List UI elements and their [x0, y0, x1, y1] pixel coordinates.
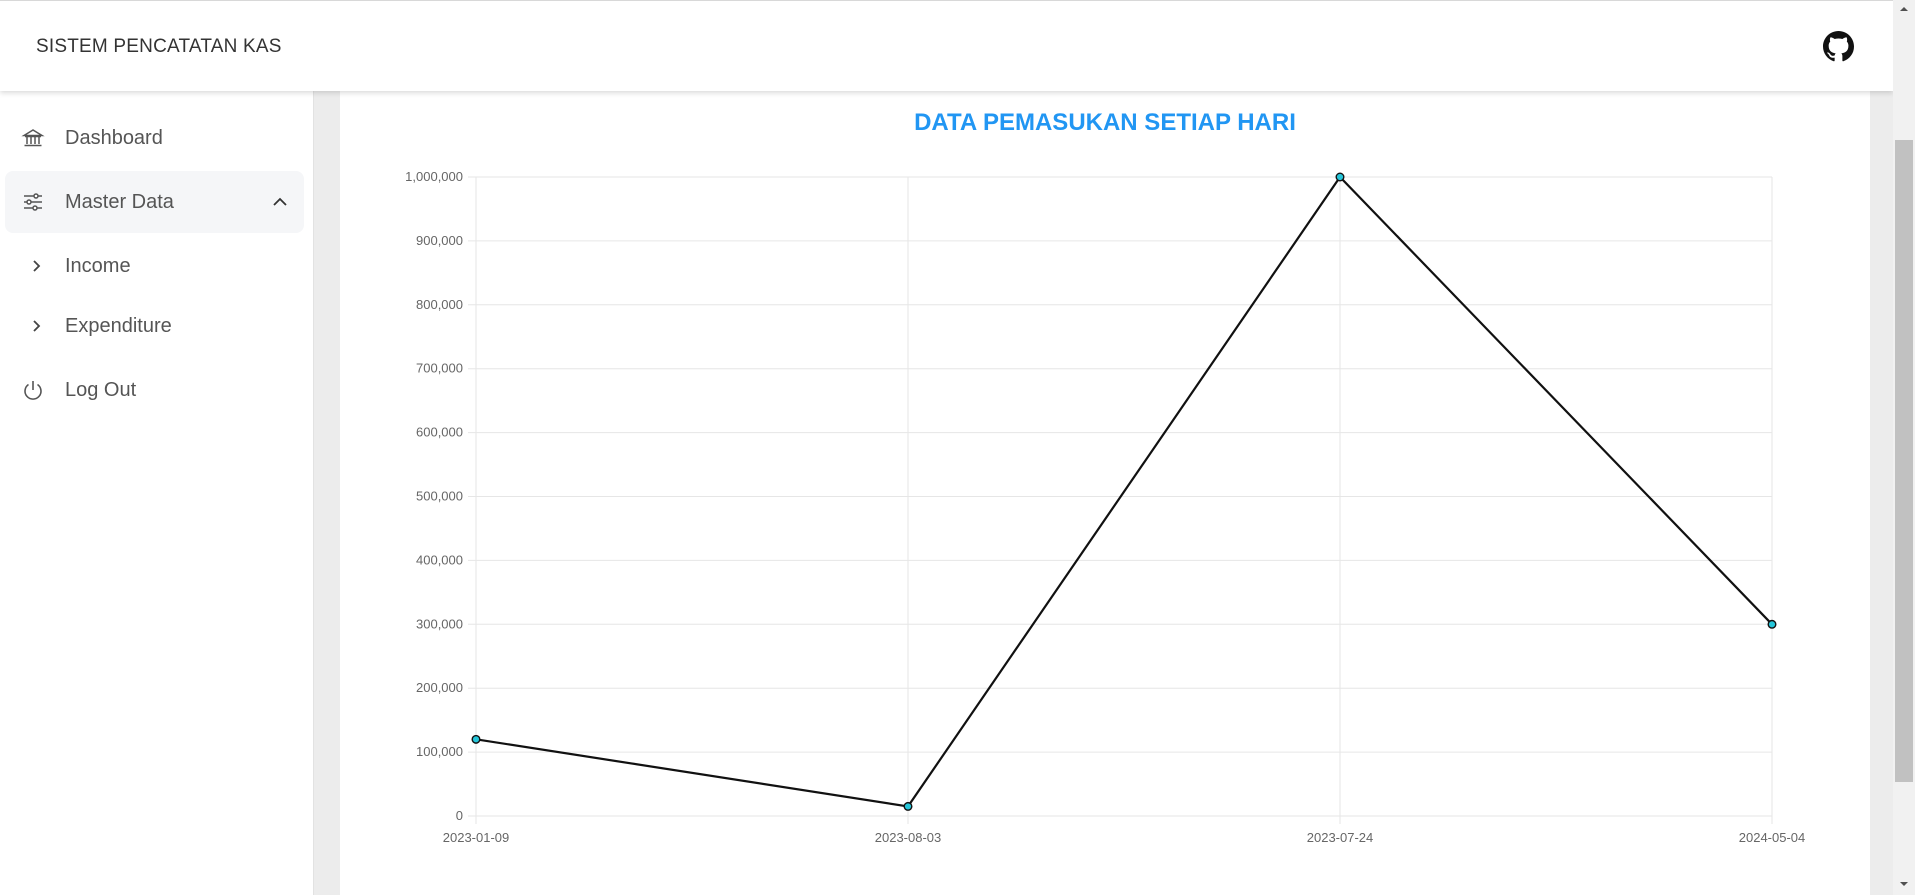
- x-tick-label: 2023-01-09: [443, 830, 510, 845]
- y-tick-label: 1,000,000: [405, 169, 463, 184]
- sidebar-item-label: Master Data: [65, 191, 174, 213]
- scroll-thumb[interactable]: [1895, 140, 1913, 782]
- y-tick-label: 900,000: [416, 233, 463, 248]
- y-tick-label: 600,000: [416, 425, 463, 440]
- y-tick-label: 700,000: [416, 361, 463, 376]
- app-title: SISTEM PENCATATAN KAS: [36, 36, 282, 57]
- sidebar-item-master-data[interactable]: Master Data: [5, 171, 304, 233]
- y-tick-label: 200,000: [416, 680, 463, 695]
- income-line-chart: 0 100,000 200,000 300,000 400,000 500,000 600,…: [405, 169, 1806, 845]
- data-point: [1335, 172, 1345, 182]
- sidebar-item-logout[interactable]: Log Out: [5, 359, 304, 421]
- sidebar-item-expenditure[interactable]: Expenditure: [5, 295, 304, 357]
- scroll-down-arrow-icon[interactable]: [1893, 875, 1915, 895]
- chart-title: DATA PEMASUKAN SETIAP HARI: [914, 109, 1296, 136]
- series-line: [475, 175, 1773, 808]
- chevron-up-icon[interactable]: [270, 192, 290, 212]
- data-point: [471, 734, 481, 744]
- sidebar-item-label: Log Out: [65, 379, 137, 401]
- main-content: DATA PEMASUKAN SETIAP HARI 0 100,000 200,0…: [340, 91, 1870, 895]
- sidebar-item-label: Dashboard: [65, 127, 163, 149]
- x-tick-label: 2023-07-24: [1307, 830, 1374, 845]
- top-navbar: SISTEM PENCATATAN KAS: [0, 0, 1893, 91]
- sidebar: Dashboard Master Data Income Expenditure: [0, 91, 314, 895]
- scroll-up-arrow-icon[interactable]: [1893, 0, 1915, 18]
- y-tick-label: 100,000: [416, 744, 463, 759]
- sliders-icon: [21, 190, 45, 214]
- chevron-right-icon: [27, 317, 45, 335]
- sidebar-item-label: Expenditure: [65, 315, 172, 337]
- y-tick-label: 500,000: [416, 489, 463, 504]
- y-tick-label: 400,000: [416, 552, 463, 567]
- chevron-right-icon: [27, 257, 45, 275]
- github-icon[interactable]: [1823, 31, 1854, 62]
- y-tick-label: 300,000: [416, 616, 463, 631]
- x-tick-label: 2023-08-03: [875, 830, 942, 845]
- bank-icon: [21, 126, 45, 150]
- y-tick-label: 0: [456, 808, 463, 823]
- sidebar-item-dashboard[interactable]: Dashboard: [5, 107, 304, 169]
- sidebar-item-income[interactable]: Income: [5, 235, 304, 297]
- y-tick-label: 800,000: [416, 297, 463, 312]
- data-point: [1767, 619, 1777, 629]
- data-point: [903, 801, 913, 811]
- vertical-scrollbar[interactable]: [1893, 0, 1915, 895]
- power-icon: [21, 378, 45, 402]
- x-tick-label: 2024-05-04: [1739, 830, 1806, 845]
- sidebar-item-label: Income: [65, 255, 131, 277]
